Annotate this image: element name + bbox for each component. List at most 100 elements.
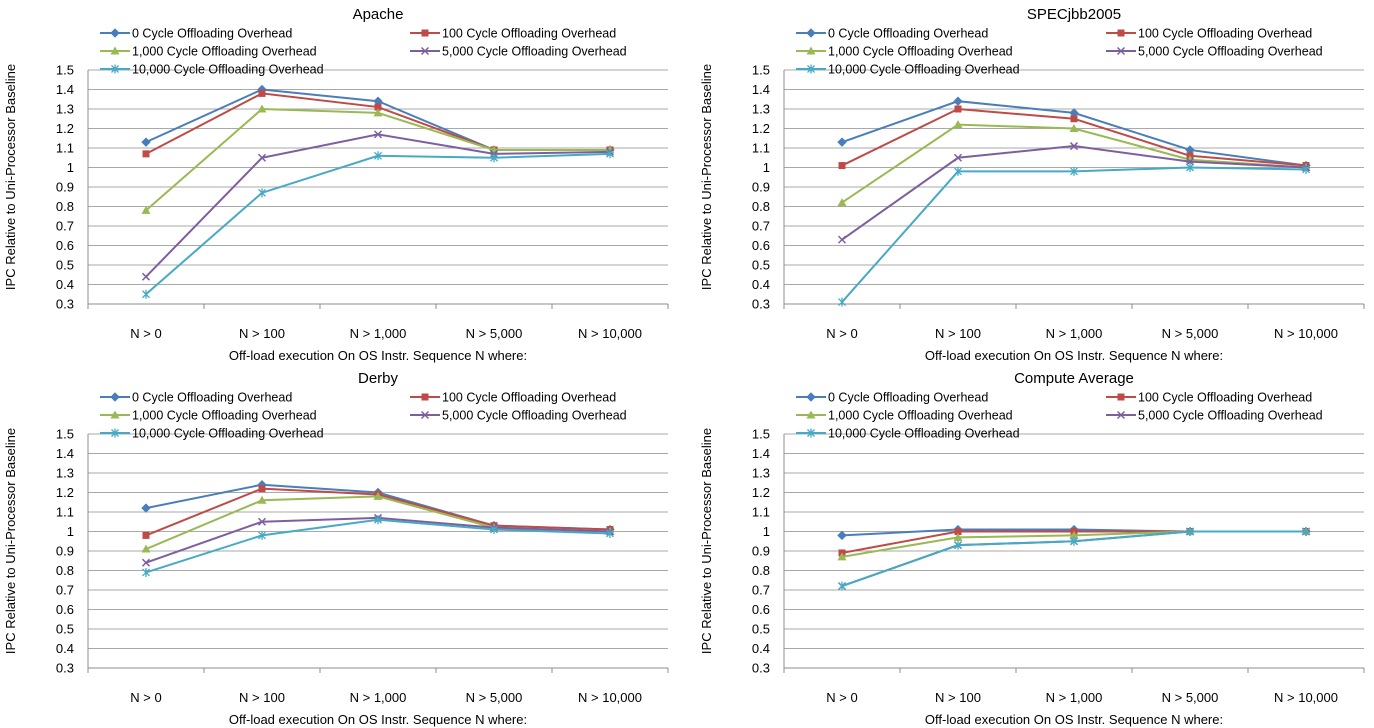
- x-tick-label: N > 1,000: [1046, 326, 1103, 341]
- x-tick-label: N > 10,000: [578, 690, 642, 705]
- legend-item: 5,000 Cycle Offloading Overhead: [1106, 409, 1323, 423]
- triangle-marker: [953, 532, 963, 541]
- y-axis-label: IPC Relative to Uni-Processor Baseline: [699, 428, 714, 654]
- diamond-marker: [953, 96, 963, 106]
- diamond-marker: [141, 137, 151, 147]
- square-marker: [421, 393, 429, 401]
- y-axis-label: IPC Relative to Uni-Processor Baseline: [3, 64, 18, 290]
- data-point: [141, 558, 151, 567]
- data-point: [142, 531, 150, 539]
- x-tick-label: N > 10,000: [1274, 326, 1338, 341]
- data-point: [142, 289, 150, 299]
- chart-panel: Derby 0.3 0.4 0.5 0.6 0.7 0.8 0.9 1 1.1 1.2 1.3 1.4 1…: [3, 370, 669, 727]
- data-point: [953, 153, 963, 162]
- y-tick-label: 0.7: [56, 583, 74, 598]
- y-tick-label: 0.5: [752, 258, 770, 273]
- x-tick-label: N > 100: [935, 326, 981, 341]
- data-point: [954, 166, 962, 176]
- square-marker: [838, 162, 846, 170]
- y-tick-label: 1.5: [752, 63, 770, 78]
- y-tick-label: 1.1: [752, 505, 770, 520]
- data-point: [838, 297, 846, 307]
- y-tick-label: 1.1: [56, 141, 74, 156]
- y-tick-label: 0.5: [56, 622, 74, 637]
- x-tick-label: N > 10,000: [578, 326, 642, 341]
- x-marker: [420, 410, 430, 420]
- y-tick-label: 1.3: [56, 466, 74, 481]
- legend-item: 10,000 Cycle Offloading Overhead: [100, 427, 324, 441]
- data-point: [838, 162, 846, 170]
- y-tick-label: 0.4: [752, 641, 770, 656]
- data-point: [1069, 530, 1079, 539]
- legend-label: 0 Cycle Offloading Overhead: [828, 391, 988, 405]
- x-marker: [1116, 46, 1126, 56]
- series-path: [841, 166, 1307, 303]
- legend: 0 Cycle Offloading Overhead 100 Cycle Off…: [796, 391, 1323, 441]
- x-tick-label: N > 1,000: [350, 326, 407, 341]
- y-tick-label: 0.8: [752, 199, 770, 214]
- legend-item: 5,000 Cycle Offloading Overhead: [410, 45, 627, 59]
- legend-label: 5,000 Cycle Offloading Overhead: [442, 45, 627, 59]
- chart-title: Apache: [353, 6, 404, 23]
- x-axis-label: Off-load execution On OS Instr. Sequence…: [229, 712, 527, 727]
- chart-panel: Apache 0.3 0.4 0.5 0.6 0.7 0.8 0.9 1 1.1 1.2 1.3 1.4…: [3, 6, 669, 363]
- x-tick-label: N > 0: [130, 326, 161, 341]
- x-axis-label: Off-load execution On OS Instr. Sequence…: [925, 348, 1223, 363]
- legend-label: 10,000 Cycle Offloading Overhead: [132, 427, 324, 441]
- legend-item: 1,000 Cycle Offloading Overhead: [100, 409, 317, 423]
- diamond-marker: [110, 392, 120, 402]
- series-path: [145, 516, 611, 564]
- x-tick-label: N > 100: [239, 326, 285, 341]
- data-point: [1302, 164, 1310, 174]
- legend: 0 Cycle Offloading Overhead 100 Cycle Off…: [100, 27, 627, 77]
- asterisk-marker: [490, 153, 498, 163]
- data-point: [257, 104, 267, 113]
- x-marker: [1185, 157, 1195, 166]
- y-tick-label: 1.4: [56, 446, 74, 461]
- x-tick-label: N > 0: [130, 690, 161, 705]
- y-tick-label: 1: [763, 524, 770, 539]
- legend-item: 1,000 Cycle Offloading Overhead: [796, 45, 1013, 59]
- data-point: [1186, 527, 1194, 536]
- square-marker: [1117, 29, 1125, 37]
- triangle-marker: [373, 491, 383, 500]
- data-point: [1070, 166, 1078, 176]
- y-tick-label: 0.9: [752, 180, 770, 195]
- data-point: [1070, 536, 1078, 546]
- legend-label: 0 Cycle Offloading Overhead: [132, 391, 292, 405]
- series-line: [141, 104, 615, 214]
- legend-item: 10,000 Cycle Offloading Overhead: [796, 427, 1020, 441]
- legend-label: 5,000 Cycle Offloading Overhead: [1138, 409, 1323, 423]
- asterisk-marker: [954, 166, 962, 176]
- y-tick-label: 1: [67, 524, 74, 539]
- x-axis-label: Off-load execution On OS Instr. Sequence…: [229, 348, 527, 363]
- x-tick-label: N > 100: [239, 690, 285, 705]
- diamond-marker: [806, 392, 816, 402]
- legend-label: 1,000 Cycle Offloading Overhead: [132, 409, 317, 423]
- y-tick-label: 0.3: [752, 661, 770, 676]
- data-point: [953, 120, 963, 129]
- y-tick-label: 0.4: [56, 641, 74, 656]
- data-point: [142, 567, 150, 577]
- data-point: [837, 137, 847, 147]
- x-marker: [141, 272, 151, 281]
- data-point: [258, 89, 266, 97]
- x-tick-label: N > 1,000: [1046, 690, 1103, 705]
- y-tick-label: 1.1: [752, 141, 770, 156]
- data-point: [142, 150, 150, 158]
- y-tick-label: 0.4: [752, 277, 770, 292]
- asterisk-marker: [1302, 164, 1310, 174]
- diamond-marker: [110, 28, 120, 38]
- asterisk-marker: [954, 540, 962, 550]
- y-axis-label: IPC Relative to Uni-Processor Baseline: [3, 428, 18, 654]
- y-tick-label: 0.3: [56, 297, 74, 312]
- data-point: [141, 503, 151, 513]
- y-tick-label: 1.3: [752, 466, 770, 481]
- y-tick-label: 0.9: [752, 544, 770, 559]
- data-point: [1069, 142, 1079, 151]
- legend-label: 100 Cycle Offloading Overhead: [1138, 27, 1312, 41]
- diamond-marker: [141, 503, 151, 513]
- data-point: [954, 540, 962, 550]
- legend-item: 100 Cycle Offloading Overhead: [1106, 27, 1312, 41]
- square-marker: [258, 485, 266, 493]
